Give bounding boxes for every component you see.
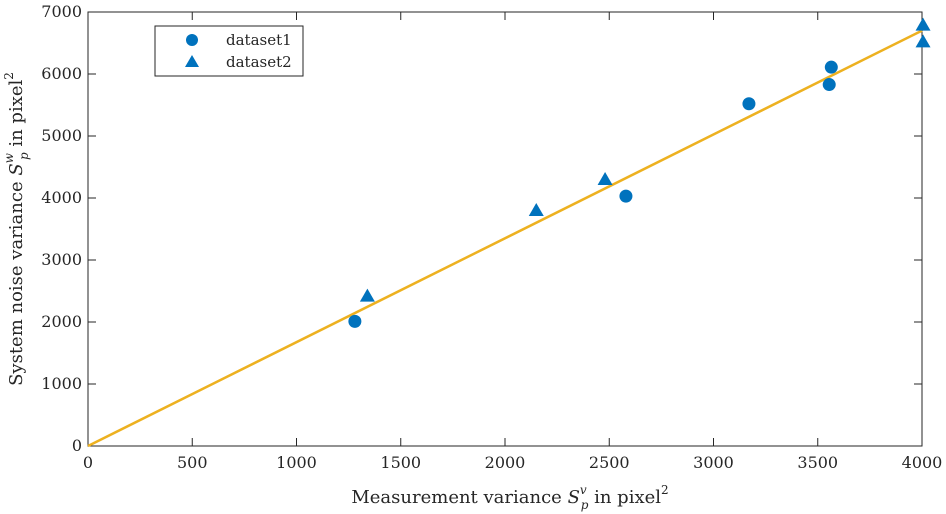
y-tick-label: 1000 [41, 374, 82, 393]
fit-layer [87, 29, 923, 448]
legend-label-dataset1: dataset1 [226, 31, 292, 49]
y-tick-label: 2000 [41, 312, 82, 331]
y-axis-label-superscript: w [2, 152, 16, 163]
x-tick-label: 2500 [589, 453, 630, 472]
x-tick-label: 1000 [276, 453, 317, 472]
y-axis-label-tail-superscript: 2 [2, 72, 16, 80]
dataset1-point [742, 97, 756, 111]
y-tick-label: 0 [72, 436, 82, 455]
y-axis-label-tail: in pixel [6, 79, 27, 152]
fit-line [87, 29, 923, 448]
x-axis-label: Measurement variance Sv p in pixel2 [351, 483, 668, 512]
y-tick-label: 3000 [41, 250, 82, 269]
legend-box [154, 25, 304, 77]
legend-marker-dataset1 [186, 34, 198, 46]
dataset2-point [597, 172, 613, 186]
x-axis-label-symbol: S [568, 487, 580, 508]
x-axis-label-superscript: v [580, 483, 587, 497]
dataset1-point [822, 78, 836, 92]
x-axis-label-main: Measurement variance [351, 487, 567, 508]
dataset1-point [619, 189, 633, 203]
legend-label-dataset2: dataset2 [226, 53, 292, 71]
y-tick-label: 7000 [41, 2, 82, 21]
y-axis-ticks: 0 1000 2000 3000 4000 5000 6000 7000 [41, 2, 922, 455]
x-tick-label: 500 [177, 453, 208, 472]
x-axis-label-subscript: p [581, 498, 589, 512]
dataset1-point [824, 60, 838, 74]
x-axis-ticks: 0 500 1000 1500 2000 2500 3000 3500 4000 [83, 12, 942, 472]
x-tick-label: 0 [83, 453, 93, 472]
legend: dataset1 dataset2 [154, 25, 304, 77]
points-layer [348, 17, 931, 328]
y-axis-label-symbol: S [6, 163, 27, 175]
dataset1-point [348, 314, 362, 328]
x-tick-label: 1500 [380, 453, 421, 472]
dataset2-point [528, 203, 544, 217]
y-axis-label: System noise variance Swp in pixel2 [2, 72, 31, 386]
legend-marker-dataset2 [185, 55, 199, 67]
axes-box [87, 11, 923, 447]
dataset2-point [915, 17, 931, 31]
dataset2-point [359, 288, 375, 302]
y-axis-label-subscript: p [17, 152, 31, 160]
x-tick-label: 3000 [693, 453, 734, 472]
y-tick-label: 4000 [41, 188, 82, 207]
x-tick-label: 4000 [902, 453, 943, 472]
x-tick-label: 2000 [485, 453, 526, 472]
dataset2-point [915, 34, 931, 48]
x-axis-label-tail: in pixel [588, 487, 661, 508]
y-tick-label: 6000 [41, 64, 82, 83]
x-axis-label-tail-superscript: 2 [661, 483, 669, 497]
y-tick-label: 5000 [41, 126, 82, 145]
x-tick-label: 3500 [797, 453, 838, 472]
y-axis-label-main: System noise variance [6, 176, 27, 386]
plot-area [87, 11, 923, 447]
